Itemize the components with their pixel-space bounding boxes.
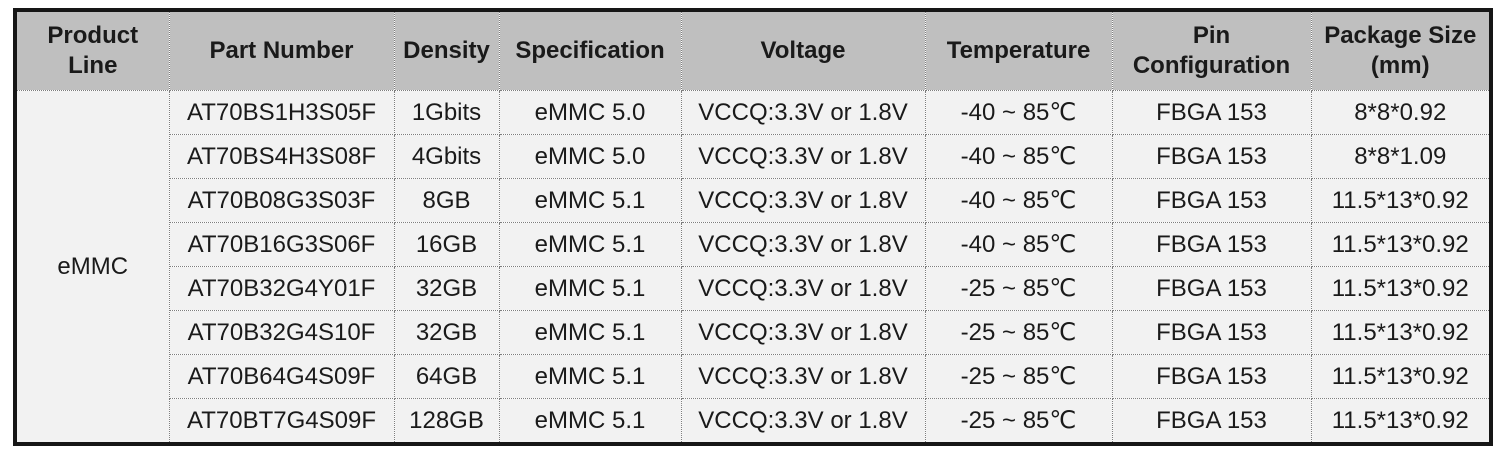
part-number-cell: AT70BS1H3S05F bbox=[168, 90, 395, 135]
pin-configuration-cell: FBGA 153 bbox=[1111, 398, 1312, 445]
density-cell: 64GB bbox=[393, 354, 500, 399]
table-row: AT70B16G3S06F 16GB eMMC 5.1 VCCQ:3.3V or… bbox=[15, 222, 1492, 267]
package-size-cell: 11.5*13*0.92 bbox=[1310, 178, 1492, 223]
table-row: eMMC AT70BS1H3S05F 1Gbits eMMC 5.0 VCCQ:… bbox=[14, 90, 1492, 445]
specification-cell: eMMC 5.0 bbox=[498, 134, 682, 179]
table-row: AT70B08G3S03F 8GB eMMC 5.1 VCCQ:3.3V or … bbox=[15, 178, 1492, 223]
part-number-cell: AT70BT7G4S09F bbox=[168, 398, 395, 445]
specification-cell: eMMC 5.1 bbox=[498, 398, 682, 445]
header-density: Density bbox=[393, 9, 500, 91]
density-cell: 32GB bbox=[393, 310, 500, 355]
voltage-cell: VCCQ:3.3V or 1.8V bbox=[680, 134, 926, 179]
header-product-line: Product Line bbox=[14, 9, 170, 91]
package-size-cell: 11.5*13*0.92 bbox=[1310, 266, 1492, 311]
package-size-cell: 11.5*13*0.92 bbox=[1310, 222, 1492, 267]
temperature-cell: -25 ~ 85℃ bbox=[924, 354, 1113, 399]
pin-configuration-cell: FBGA 153 bbox=[1111, 222, 1312, 267]
package-size-cell: 8*8*1.09 bbox=[1310, 134, 1492, 179]
part-number-cell: AT70B32G4Y01F bbox=[168, 266, 395, 311]
temperature-cell: -25 ~ 85℃ bbox=[924, 266, 1113, 311]
temperature-cell: -40 ~ 85℃ bbox=[924, 222, 1113, 267]
part-number-cell: AT70B64G4S09F bbox=[168, 354, 395, 399]
part-number-cell: AT70B08G3S03F bbox=[168, 178, 395, 223]
pin-configuration-cell: FBGA 153 bbox=[1111, 354, 1312, 399]
header-row: Product Line Part Number Density Specifi… bbox=[14, 9, 1492, 91]
specification-cell: eMMC 5.1 bbox=[498, 222, 682, 267]
pin-configuration-cell: FBGA 153 bbox=[1111, 310, 1312, 355]
specification-cell: eMMC 5.1 bbox=[498, 266, 682, 311]
specification-cell: eMMC 5.0 bbox=[498, 90, 682, 135]
package-size-cell: 11.5*13*0.92 bbox=[1310, 398, 1492, 445]
voltage-cell: VCCQ:3.3V or 1.8V bbox=[680, 266, 926, 311]
specification-cell: eMMC 5.1 bbox=[498, 178, 682, 223]
temperature-cell: -40 ~ 85℃ bbox=[924, 178, 1113, 223]
product-line-cell: eMMC bbox=[14, 90, 170, 445]
density-cell: 16GB bbox=[393, 222, 500, 267]
temperature-cell: -40 ~ 85℃ bbox=[924, 134, 1113, 179]
table-row: AT70BT7G4S09F 128GB eMMC 5.1 VCCQ:3.3V o… bbox=[15, 398, 1492, 445]
table-row: AT70B64G4S09F 64GB eMMC 5.1 VCCQ:3.3V or… bbox=[15, 354, 1492, 399]
pin-configuration-cell: FBGA 153 bbox=[1111, 134, 1312, 179]
density-cell: 1Gbits bbox=[393, 90, 500, 135]
part-number-cell: AT70BS4H3S08F bbox=[168, 134, 395, 179]
voltage-cell: VCCQ:3.3V or 1.8V bbox=[680, 178, 926, 223]
specification-cell: eMMC 5.1 bbox=[498, 354, 682, 399]
part-number-cell: AT70B16G3S06F bbox=[168, 222, 395, 267]
package-size-cell: 11.5*13*0.92 bbox=[1310, 354, 1492, 399]
voltage-cell: VCCQ:3.3V or 1.8V bbox=[680, 354, 926, 399]
package-size-cell: 11.5*13*0.92 bbox=[1310, 310, 1492, 355]
density-cell: 4Gbits bbox=[393, 134, 500, 179]
density-cell: 32GB bbox=[393, 266, 500, 311]
header-temperature: Temperature bbox=[924, 9, 1113, 91]
package-size-cell: 8*8*0.92 bbox=[1310, 90, 1492, 135]
density-cell: 128GB bbox=[393, 398, 500, 445]
pin-configuration-cell: FBGA 153 bbox=[1111, 266, 1312, 311]
header-voltage: Voltage bbox=[680, 9, 926, 91]
voltage-cell: VCCQ:3.3V or 1.8V bbox=[680, 398, 926, 445]
pin-configuration-cell: FBGA 153 bbox=[1111, 90, 1312, 135]
table-row: AT70B32G4Y01F 32GB eMMC 5.1 VCCQ:3.3V or… bbox=[15, 266, 1492, 311]
voltage-cell: VCCQ:3.3V or 1.8V bbox=[680, 222, 926, 267]
voltage-cell: VCCQ:3.3V or 1.8V bbox=[680, 310, 926, 355]
emmc-spec-table: Product Line Part Number Density Specifi… bbox=[13, 8, 1493, 446]
header-part-number: Part Number bbox=[168, 9, 395, 91]
part-number-cell: AT70B32G4S10F bbox=[168, 310, 395, 355]
table-row: AT70BS4H3S08F 4Gbits eMMC 5.0 VCCQ:3.3V … bbox=[15, 134, 1492, 179]
header-pin-configuration: Pin Configuration bbox=[1111, 9, 1312, 91]
density-cell: 8GB bbox=[393, 178, 500, 223]
header-specification: Specification bbox=[498, 9, 682, 91]
temperature-cell: -25 ~ 85℃ bbox=[924, 398, 1113, 445]
specification-cell: eMMC 5.1 bbox=[498, 310, 682, 355]
temperature-cell: -40 ~ 85℃ bbox=[924, 90, 1113, 135]
table-row: AT70B32G4S10F 32GB eMMC 5.1 VCCQ:3.3V or… bbox=[15, 310, 1492, 355]
pin-configuration-cell: FBGA 153 bbox=[1111, 178, 1312, 223]
temperature-cell: -25 ~ 85℃ bbox=[924, 310, 1113, 355]
voltage-cell: VCCQ:3.3V or 1.8V bbox=[680, 90, 926, 135]
header-package-size: Package Size (mm) bbox=[1310, 9, 1492, 91]
